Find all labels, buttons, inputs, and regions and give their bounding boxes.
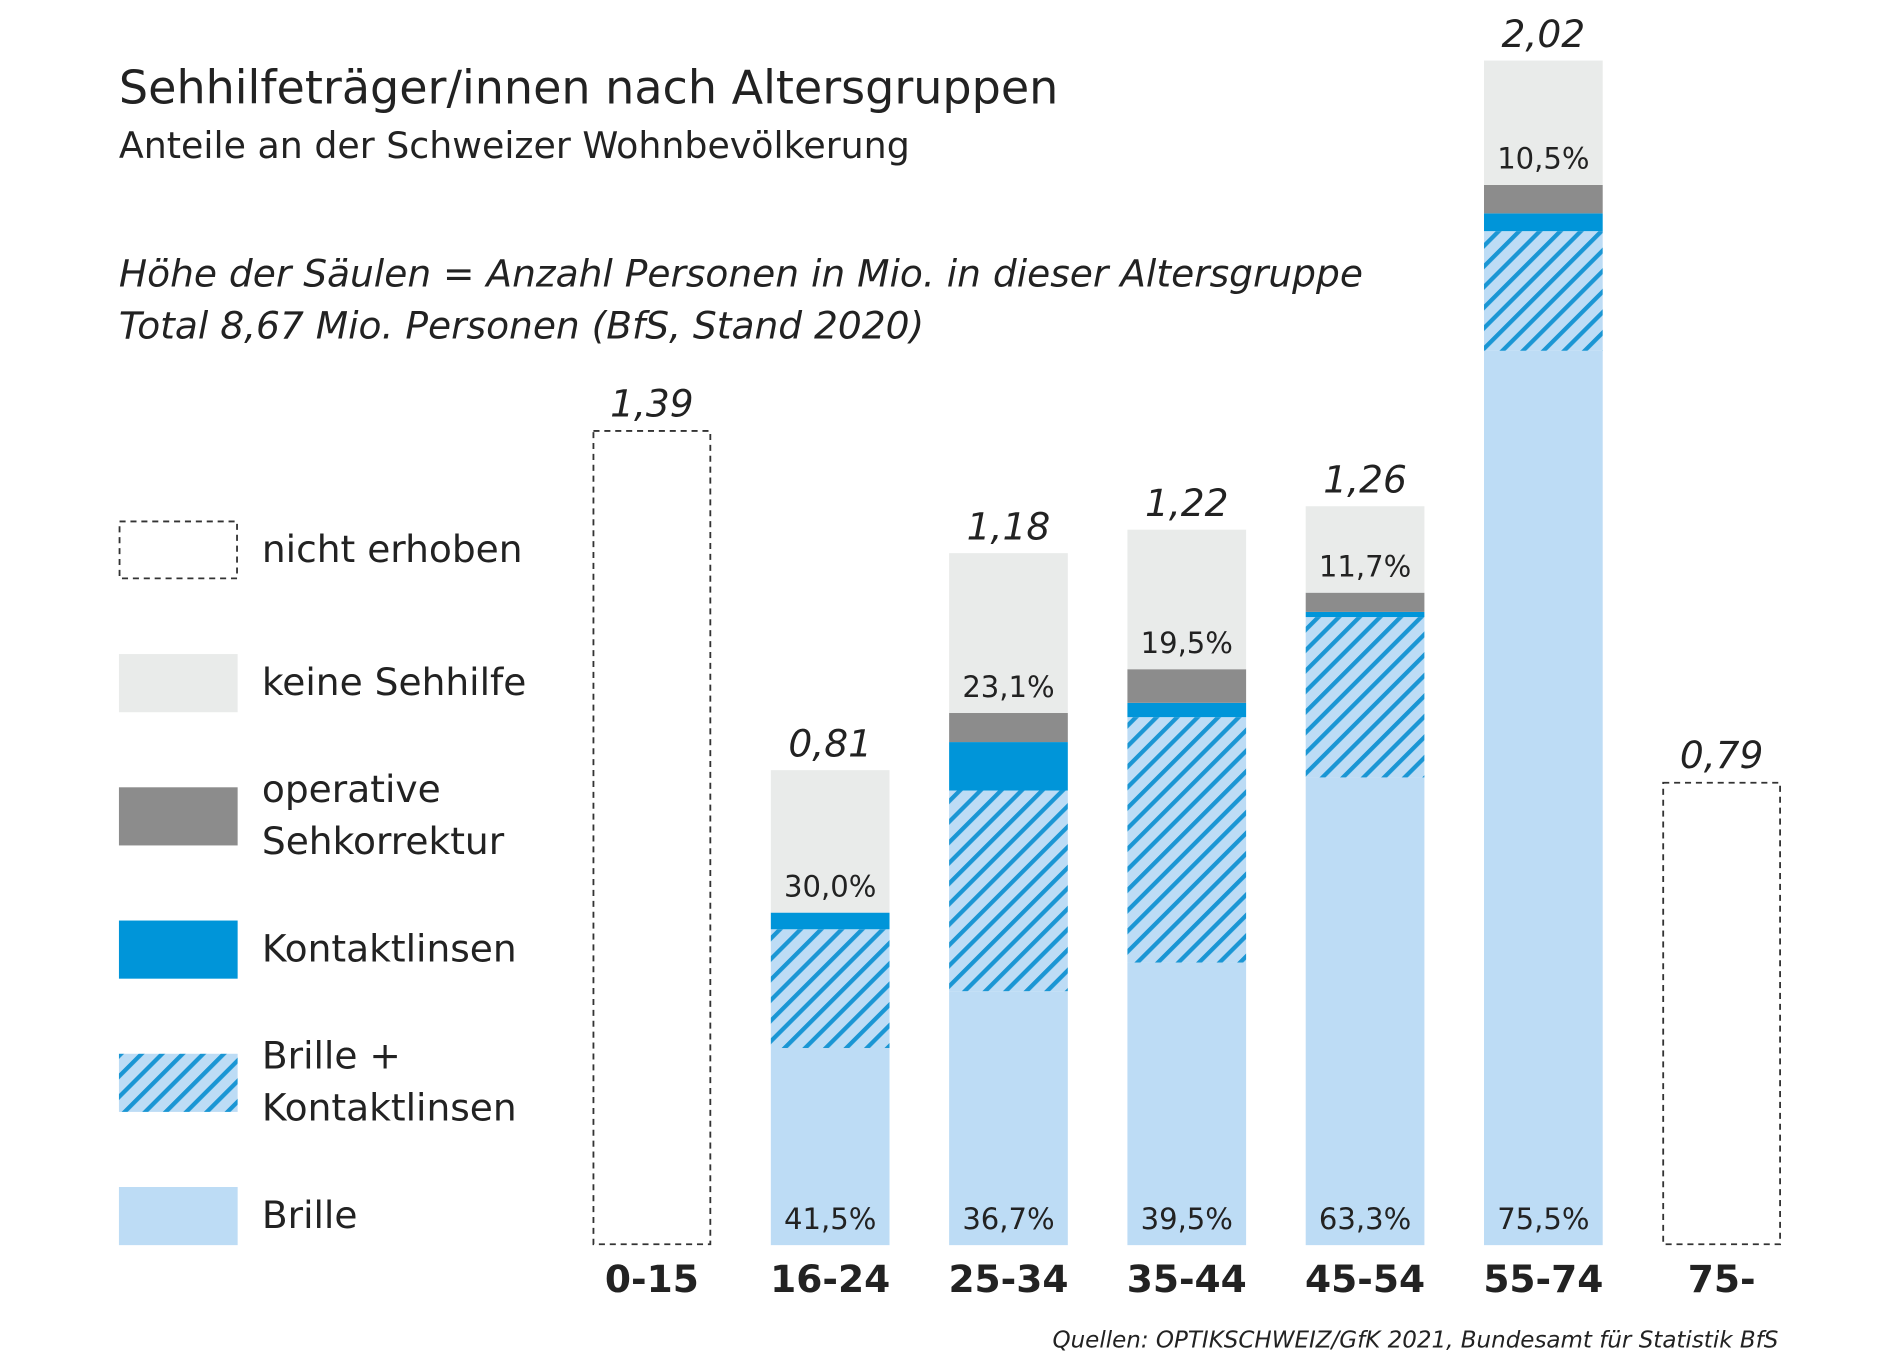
legend-label: Kontaktlinsen xyxy=(261,927,517,971)
segment-label: 39,5% xyxy=(1141,1202,1233,1236)
legend-entry: nicht erhoben xyxy=(261,527,523,572)
x-tick-label: 55-74 xyxy=(1483,1257,1603,1301)
bar-segment xyxy=(1305,611,1425,618)
x-tick-label: 25-34 xyxy=(948,1257,1068,1301)
bar-segment xyxy=(1483,350,1603,1246)
x-tick-label: 75- xyxy=(1688,1257,1756,1301)
bar-segment xyxy=(1305,592,1425,612)
bar-segment xyxy=(1127,702,1247,718)
legend-swatch xyxy=(118,654,238,713)
bar-segment xyxy=(770,1048,890,1246)
total-label: 2,02 xyxy=(1502,12,1586,56)
segment-label: 10,5% xyxy=(1497,142,1589,176)
x-tick-label: 35-44 xyxy=(1127,1257,1247,1301)
bar-segment xyxy=(1127,669,1247,703)
segment-label: 19,5% xyxy=(1141,626,1233,660)
bar-segment xyxy=(1127,962,1247,1246)
legend-entry: Brille + Kontaktlinsen xyxy=(261,1034,517,1131)
bar-segment xyxy=(1483,213,1603,232)
bar-not-surveyed xyxy=(592,430,712,1246)
chart-subtitle: Anteile an der Schweizer Wohnbevölkerung xyxy=(119,124,910,167)
bar-total xyxy=(1662,782,1781,1245)
x-tick-label: 16-24 xyxy=(770,1257,890,1301)
legend-swatch xyxy=(118,787,238,846)
bar-segment xyxy=(949,713,1068,743)
source: Quellen: OPTIKSCHWEIZ/GfK 2021, Bundesam… xyxy=(1052,1327,1778,1353)
bar-segment xyxy=(770,912,890,930)
legend-swatch xyxy=(118,1187,238,1246)
total-label: 0,81 xyxy=(788,721,872,765)
bar-total xyxy=(593,430,712,1245)
bar-not-surveyed xyxy=(1662,781,1781,1246)
bar-segment xyxy=(949,553,1068,714)
segment-label: 36,7% xyxy=(962,1202,1054,1236)
bar-segment xyxy=(1483,60,1603,185)
bar-segment xyxy=(949,991,1068,1246)
legend-swatch xyxy=(118,520,238,580)
total-label: 0,79 xyxy=(1680,733,1764,777)
bar-segment xyxy=(770,929,890,1049)
segment-label: 63,3% xyxy=(1319,1202,1411,1236)
bar-segment xyxy=(949,742,1068,791)
x-tick-label: 45-54 xyxy=(1305,1257,1425,1301)
segment-label: 23,1% xyxy=(962,670,1054,704)
legend-entry: keine Sehhilfe xyxy=(261,660,527,705)
legend-label: nicht erhoben xyxy=(261,527,523,572)
bar-segment xyxy=(1305,506,1425,593)
chart-title: Sehhilfeträger/innen nach Altersgruppen xyxy=(119,60,1058,114)
total-label: 1,22 xyxy=(1145,481,1229,525)
x-tick-label: 0-15 xyxy=(605,1257,699,1301)
note: Total 8,67 Mio. Personen (BfS, Stand 202… xyxy=(119,304,924,348)
note: Höhe der Säulen = Anzahl Personen in Mio… xyxy=(119,252,1363,296)
bar-segment xyxy=(1127,529,1247,670)
legend-entry: operative Sehkorrektur xyxy=(261,768,505,864)
segment-label: 30,0% xyxy=(784,869,876,903)
bar-segment xyxy=(1305,617,1425,778)
segment-label: 75,5% xyxy=(1497,1202,1589,1236)
legend-label: operative Sehkorrektur xyxy=(261,768,505,864)
total-label: 1,26 xyxy=(1323,458,1407,502)
segment-label: 11,7% xyxy=(1319,549,1411,583)
legend-label: Brille + Kontaktlinsen xyxy=(261,1034,517,1131)
segment-label: 41,5% xyxy=(784,1202,876,1236)
legend-entry: Brille xyxy=(261,1193,358,1238)
bar-segment xyxy=(770,770,890,913)
total-label: 1,18 xyxy=(967,504,1051,548)
bar-segment xyxy=(1483,184,1603,214)
legend-swatch xyxy=(118,1053,238,1112)
total-label: 1,39 xyxy=(610,381,694,425)
bar-segment xyxy=(1305,777,1425,1246)
bar-segment xyxy=(1127,717,1247,963)
bar-segment xyxy=(1483,231,1603,351)
legend-entry: Kontaktlinsen xyxy=(261,927,517,971)
legend-label: keine Sehhilfe xyxy=(261,660,527,705)
legend-label: Brille xyxy=(261,1193,358,1238)
bar-segment xyxy=(949,790,1068,992)
legend-swatch xyxy=(118,920,238,979)
